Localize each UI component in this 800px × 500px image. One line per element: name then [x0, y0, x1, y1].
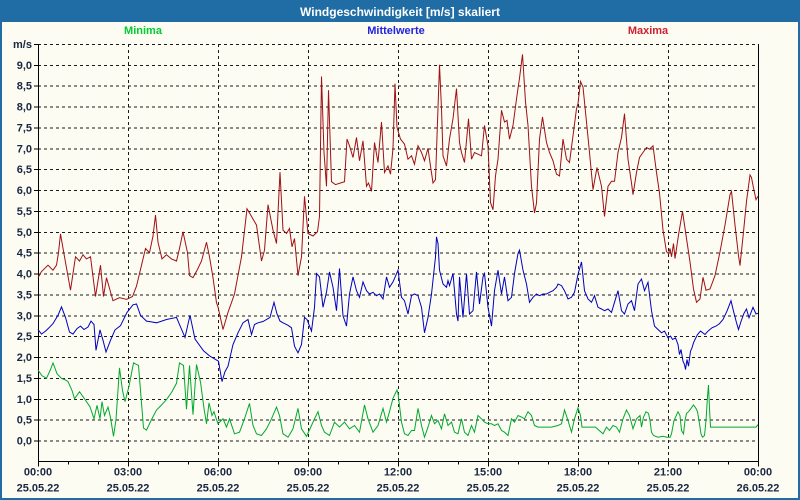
series-line-mittelwerte	[37, 236, 759, 382]
svg-text:12:00: 12:00	[384, 466, 412, 478]
legend-label-maxima: Maxima	[627, 25, 669, 37]
svg-text:8,5: 8,5	[17, 81, 32, 93]
svg-text:5,5: 5,5	[17, 206, 32, 218]
svg-text:00:00: 00:00	[744, 466, 772, 478]
window-title: Windgeschwindigkeit [m/s] skaliert	[300, 5, 500, 19]
svg-text:25.05.22: 25.05.22	[377, 482, 420, 494]
svg-text:m/s: m/s	[13, 39, 32, 51]
svg-text:25.05.22: 25.05.22	[467, 482, 510, 494]
svg-text:03:00: 03:00	[114, 466, 142, 478]
svg-text:09:00: 09:00	[294, 466, 322, 478]
svg-text:9,0: 9,0	[17, 60, 32, 72]
svg-text:25.05.22: 25.05.22	[647, 482, 690, 494]
svg-text:1,0: 1,0	[17, 394, 32, 406]
svg-text:1,5: 1,5	[17, 373, 32, 385]
svg-text:2,5: 2,5	[17, 331, 32, 343]
svg-text:0,0: 0,0	[17, 436, 32, 448]
series-line-minima	[37, 361, 759, 439]
svg-text:6,5: 6,5	[17, 164, 32, 176]
svg-text:06:00: 06:00	[204, 466, 232, 478]
svg-text:6,0: 6,0	[17, 185, 32, 197]
svg-text:3,0: 3,0	[17, 310, 32, 322]
svg-text:5,0: 5,0	[17, 227, 32, 239]
svg-text:18:00: 18:00	[564, 466, 592, 478]
svg-text:4,5: 4,5	[17, 248, 32, 260]
legend-label-mittelwerte: Mittelwerte	[367, 25, 425, 37]
svg-text:25.05.22: 25.05.22	[197, 482, 240, 494]
svg-text:21:00: 21:00	[654, 466, 682, 478]
svg-text:00:00: 00:00	[24, 466, 52, 478]
svg-text:25.05.22: 25.05.22	[287, 482, 330, 494]
svg-text:2,0: 2,0	[17, 352, 32, 364]
svg-text:7,5: 7,5	[17, 122, 32, 134]
title-bar: Windgeschwindigkeit [m/s] skaliert	[2, 2, 798, 22]
svg-text:4,0: 4,0	[17, 269, 32, 281]
svg-text:8,0: 8,0	[17, 102, 32, 114]
legend-label-minima: Minima	[124, 25, 162, 37]
svg-text:25.05.22: 25.05.22	[557, 482, 600, 494]
svg-text:25.05.22: 25.05.22	[17, 482, 60, 494]
svg-text:25.05.22: 25.05.22	[107, 482, 150, 494]
svg-text:26.05.22: 26.05.22	[737, 482, 780, 494]
series-line-maxima	[37, 54, 759, 330]
svg-text:3,5: 3,5	[17, 289, 32, 301]
svg-text:0,5: 0,5	[17, 415, 32, 427]
svg-text:7,0: 7,0	[17, 143, 32, 155]
svg-text:15:00: 15:00	[474, 466, 502, 478]
